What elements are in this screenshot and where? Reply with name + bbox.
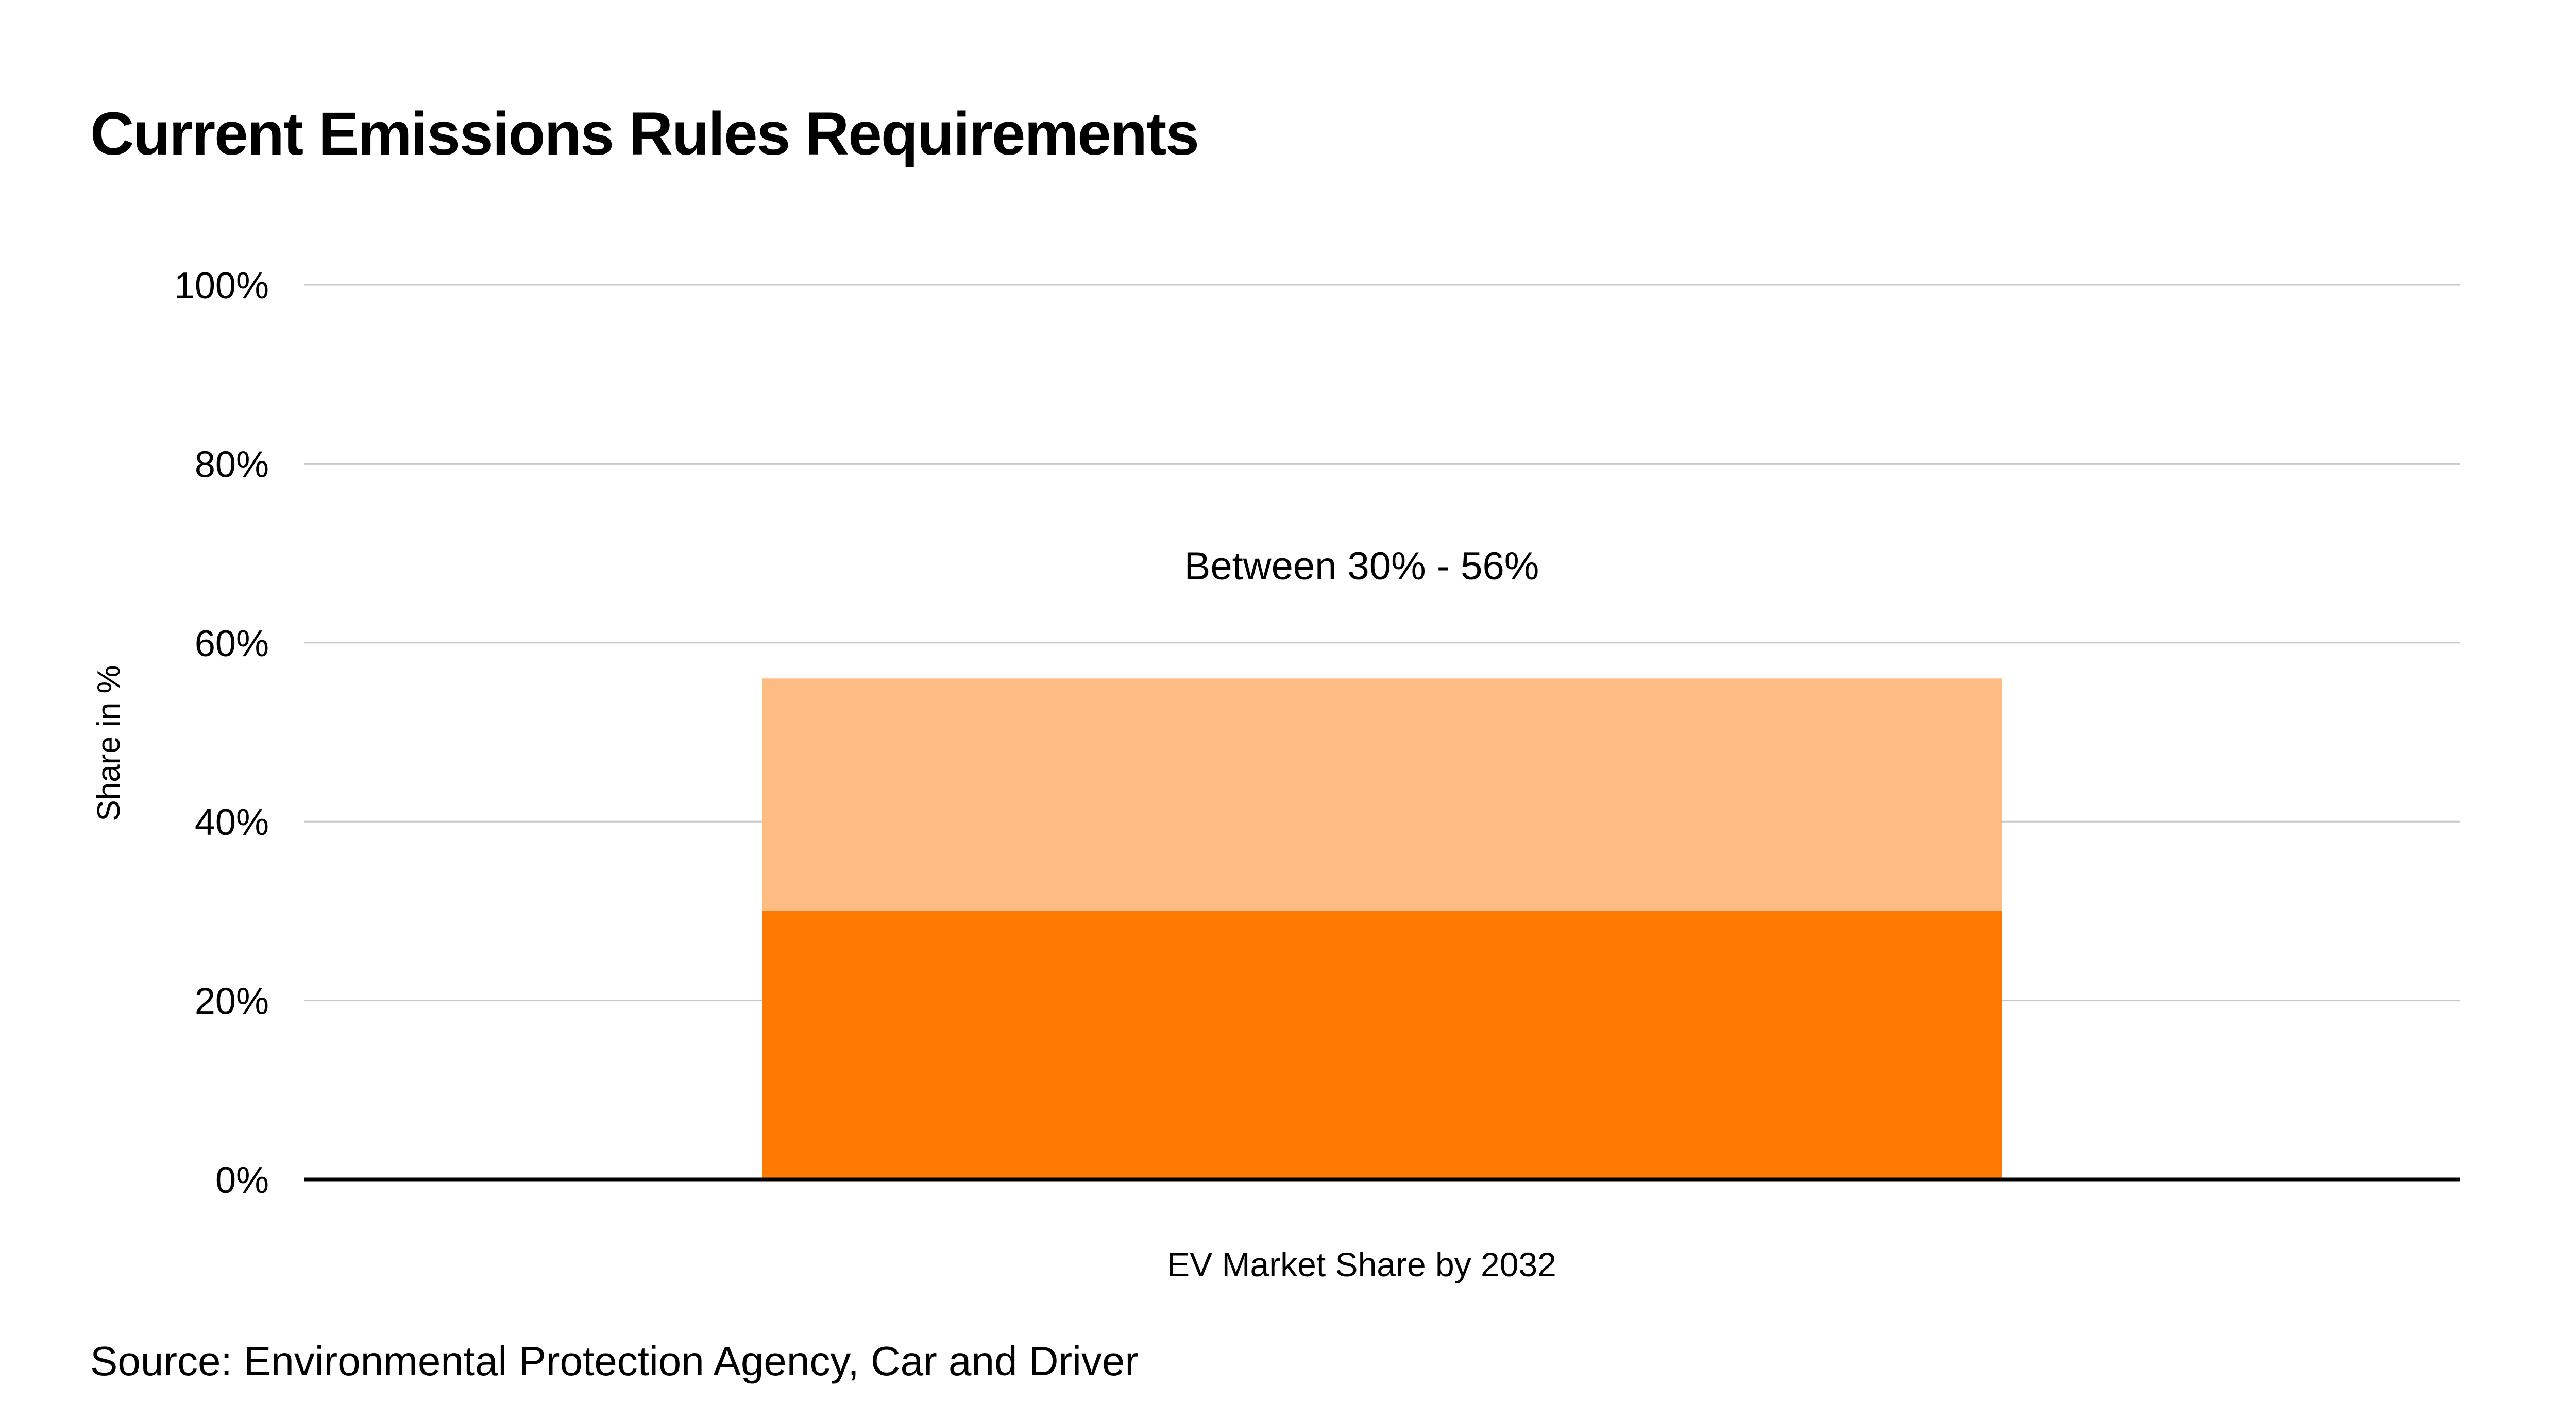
y-tick-label: 40% [195,802,269,843]
y-tick-label: 100% [174,265,269,306]
bars [762,678,2002,1179]
bar-segment-1 [762,911,2002,1179]
y-tick-labels: 0% 20% 40% 60% 80% 100% [174,265,269,1201]
y-tick-label: 60% [195,623,269,664]
y-tick-label: 0% [215,1160,269,1201]
x-category-label: EV Market Share by 2032 [1167,1245,1556,1283]
chart-title: Current Emissions Rules Requirements [90,100,1198,168]
source-note: Source: Environmental Protection Agency,… [90,1338,1139,1384]
y-tick-label: 20% [195,981,269,1022]
bar-segment-2 [762,678,2002,911]
y-tick-label: 80% [195,444,269,485]
y-axis-label: Share in % [91,665,127,821]
grid-lines [304,284,2460,1002]
bar-annotation: Between 30% - 56% [1184,544,1539,588]
